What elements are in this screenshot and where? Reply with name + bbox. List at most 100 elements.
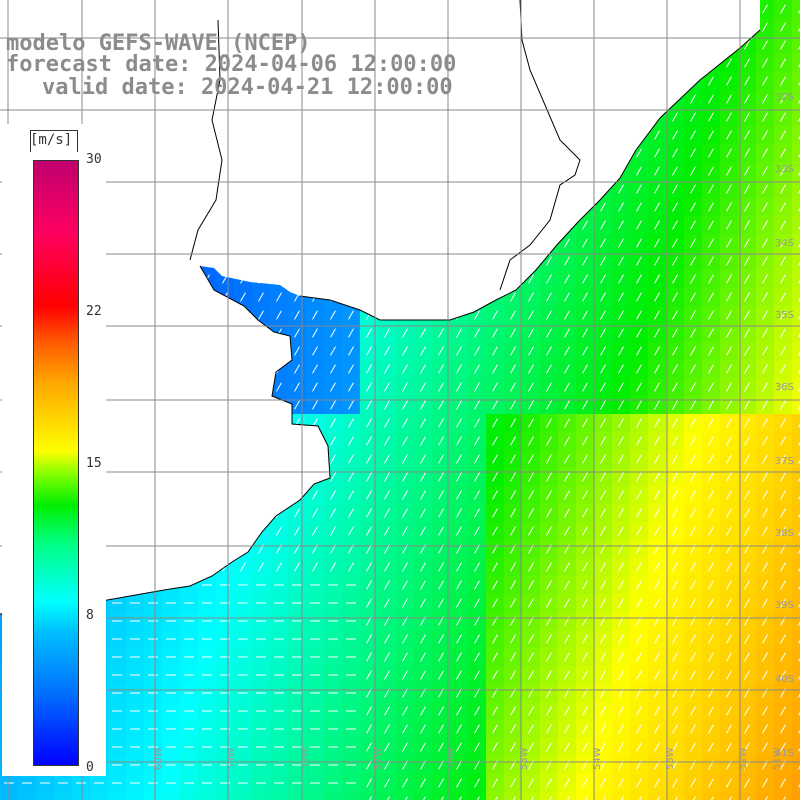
wind-arrow — [708, 256, 714, 266]
wind-arrow — [690, 202, 696, 212]
wind-arrow — [546, 706, 552, 716]
wind-arrow — [636, 292, 642, 302]
wind-arrow — [744, 364, 750, 374]
wind-cell — [792, 108, 800, 126]
wind-arrow — [528, 454, 534, 464]
wind-arrow — [762, 184, 768, 194]
wind-arrow — [672, 364, 678, 374]
wind-arrow — [636, 706, 642, 716]
wind-arrow — [726, 166, 732, 176]
wind-arrow — [384, 526, 390, 536]
wind-arrow — [564, 364, 570, 374]
wind-arrow — [312, 364, 318, 374]
wind-arrow — [798, 423, 800, 428]
wind-arrow — [636, 400, 642, 410]
wind-arrow — [726, 148, 732, 158]
wind-arrow — [618, 490, 624, 500]
wind-cell — [792, 144, 800, 162]
wind-arrow — [654, 526, 660, 536]
wind-arrow — [600, 472, 606, 482]
wind-arrow — [708, 202, 714, 212]
wind-arrow — [618, 526, 624, 536]
wind-arrow — [726, 346, 732, 356]
wind-arrow — [798, 207, 800, 212]
wind-arrow — [726, 58, 732, 68]
wind-arrow — [600, 724, 606, 734]
wind-cell — [54, 792, 72, 800]
wind-arrow — [404, 796, 408, 800]
wind-arrow — [762, 22, 768, 32]
forecast-date: forecast date: 2024-04-06 12:00:00 — [6, 52, 457, 77]
wind-arrow — [474, 580, 480, 590]
wind-arrow — [330, 310, 336, 320]
wind-arrow — [726, 490, 732, 500]
wind-arrow — [510, 724, 516, 734]
wind-arrow — [744, 418, 750, 428]
wind-arrow — [492, 454, 498, 464]
wind-arrow — [474, 382, 480, 392]
wind-arrow — [672, 598, 678, 608]
wind-arrow — [744, 220, 750, 230]
wind-arrow — [618, 472, 624, 482]
wind-cell — [126, 792, 144, 800]
wind-arrow — [528, 508, 534, 518]
wind-arrow — [510, 328, 516, 338]
lon-label: 53W — [665, 747, 676, 770]
wind-arrow — [726, 184, 732, 194]
wind-arrow — [422, 796, 426, 800]
wind-arrow — [780, 706, 786, 716]
wind-arrow — [654, 778, 660, 788]
wind-arrow — [690, 166, 696, 176]
wind-arrow — [528, 490, 534, 500]
wind-arrow — [548, 796, 552, 800]
wind-arrow — [366, 670, 372, 680]
wind-cell — [666, 792, 684, 800]
wind-cell — [792, 756, 800, 774]
wind-arrow — [762, 472, 768, 482]
lat-label: 36S — [775, 382, 794, 393]
wind-arrow — [654, 598, 660, 608]
wind-arrow — [386, 796, 390, 800]
wind-arrow — [420, 418, 426, 428]
wind-arrow — [654, 508, 660, 518]
wind-arrow — [582, 706, 588, 716]
wind-arrow — [780, 310, 786, 320]
wind-arrow — [672, 382, 678, 392]
lat-label: 35S — [775, 310, 794, 321]
wind-arrow — [618, 328, 624, 338]
wind-arrow — [780, 4, 786, 14]
wind-arrow — [546, 364, 552, 374]
wind-arrow — [636, 328, 642, 338]
wind-arrow — [384, 490, 390, 500]
wind-arrow — [726, 454, 732, 464]
wind-arrow — [366, 562, 372, 572]
wind-arrow — [402, 454, 408, 464]
wind-arrow — [366, 778, 372, 788]
wind-arrow — [438, 400, 444, 410]
wind-cell — [792, 252, 800, 270]
wind-arrow — [600, 454, 606, 464]
wind-cell — [792, 198, 800, 216]
wind-arrow — [708, 436, 714, 446]
wind-arrow — [798, 639, 800, 644]
wind-arrow — [798, 531, 800, 536]
wind-arrow — [762, 706, 768, 716]
wind-arrow — [402, 706, 408, 716]
wind-arrow — [456, 472, 462, 482]
wind-arrow — [600, 652, 606, 662]
wind-arrow — [618, 220, 624, 230]
wind-arrow — [510, 580, 516, 590]
wind-arrow — [582, 562, 588, 572]
wind-arrow — [600, 382, 606, 392]
wind-arrow — [654, 670, 660, 680]
wind-arrow — [348, 418, 354, 428]
wind-arrow — [546, 346, 552, 356]
wind-arrow — [420, 580, 426, 590]
wind-arrow — [672, 238, 678, 248]
wind-arrow — [438, 598, 444, 608]
wind-arrow — [798, 495, 800, 500]
wind-arrow — [600, 670, 606, 680]
wind-arrow — [780, 22, 786, 32]
wind-arrow — [510, 454, 516, 464]
wind-arrow — [440, 796, 444, 800]
